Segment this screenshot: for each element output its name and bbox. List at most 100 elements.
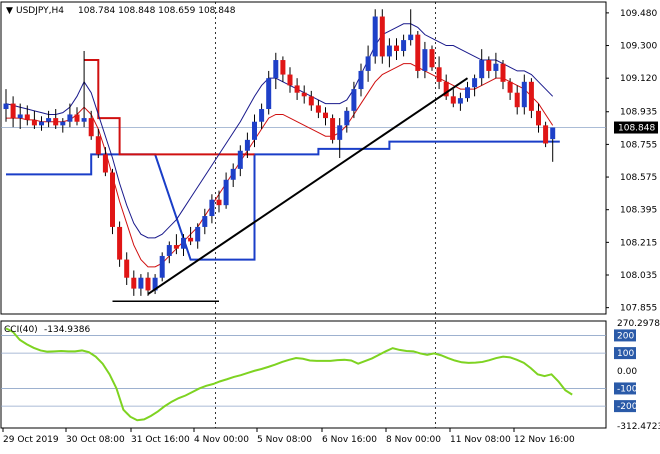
bull-candle-body <box>408 34 414 41</box>
candle <box>209 194 215 224</box>
bear-candle-body <box>95 136 101 155</box>
candle <box>514 85 520 115</box>
candle <box>550 127 556 162</box>
bear-candle-body <box>308 96 314 106</box>
bear-candle-body <box>500 63 506 82</box>
candle <box>124 252 130 285</box>
candle <box>315 99 321 119</box>
bull-candle-body <box>422 49 428 71</box>
band-overlays <box>5 23 554 268</box>
time-tick-label: 8 Nov 00:00 <box>386 435 441 445</box>
bull-candle-body <box>273 60 279 79</box>
ohlc-readout: 108.784 108.848 108.659 108.848 <box>78 6 236 16</box>
candle <box>351 81 357 119</box>
candle <box>95 128 101 158</box>
candle <box>230 163 236 188</box>
price-tick-label: 107.855 <box>620 304 657 314</box>
candle <box>330 114 336 144</box>
cci-level-label: 100 <box>614 347 636 360</box>
time-tick-label: 6 Nov 16:00 <box>322 435 377 445</box>
candle <box>379 9 385 64</box>
candle <box>39 116 44 131</box>
bear-candle-body <box>216 199 222 206</box>
bull-candle-body <box>60 121 66 126</box>
candle <box>358 63 364 97</box>
bear-candle-body <box>287 74 293 86</box>
dropdown-arrow-icon[interactable]: ▼ <box>6 6 13 16</box>
time-tick-label: 29 Oct 2019 <box>3 435 59 445</box>
candle <box>372 9 378 64</box>
bear-candle-body <box>102 154 108 173</box>
bull-candle-body <box>372 16 378 57</box>
candle <box>152 274 158 295</box>
bull-candle-body <box>493 63 499 71</box>
price-tick-label: 108.755 <box>620 140 657 150</box>
bull-candle-body <box>244 139 250 151</box>
bear-candle-body <box>280 60 286 75</box>
candle <box>252 114 257 148</box>
time-tick-label: 30 Oct 08:00 <box>66 435 125 445</box>
price-tick-label: 109.300 <box>620 42 657 52</box>
candle <box>166 241 172 264</box>
cci-tick-label: 0.00 <box>617 367 637 377</box>
bear-candle-body <box>10 103 16 119</box>
candle <box>465 81 470 102</box>
bear-candle-body <box>294 85 300 93</box>
cci-level-label: -100 <box>614 382 638 395</box>
bull-candle-body <box>159 255 165 278</box>
candle <box>280 56 286 82</box>
bear-candle-body <box>394 45 399 51</box>
candle <box>266 70 272 115</box>
bull-candle-body <box>401 40 407 51</box>
candle <box>259 103 265 129</box>
bear-candle-body <box>31 119 37 126</box>
candle <box>443 74 449 100</box>
price-tick-label: 108.395 <box>620 206 657 216</box>
candle <box>457 92 463 111</box>
bull-candle-body <box>521 81 527 108</box>
price-axis: 109.480 109.300 109.120 108.935 108.755 108.5… <box>606 9 658 314</box>
bear-candle-body <box>53 118 59 126</box>
bear-candle-body <box>117 226 123 260</box>
bear-candle-body <box>323 112 328 119</box>
resistance-step-line <box>84 59 255 156</box>
bull-candle-body <box>209 199 215 217</box>
candle <box>202 208 208 235</box>
cci-level-text: -100 <box>617 384 638 394</box>
bear-candle-body <box>450 96 456 104</box>
candle <box>117 221 123 267</box>
bear-candle-body <box>110 172 115 227</box>
candle <box>24 105 30 126</box>
candlesticks <box>3 9 556 296</box>
price-tick-label: 109.120 <box>620 74 657 84</box>
candle <box>67 103 73 128</box>
price-tick-label: 108.935 <box>620 108 657 118</box>
bear-candle-body <box>514 92 520 108</box>
candle <box>287 67 293 93</box>
cci-pane <box>1 327 606 422</box>
bull-candle-body <box>351 89 357 111</box>
candle <box>223 172 229 209</box>
time-tick-label: 5 Nov 08:00 <box>257 435 312 445</box>
bull-candle-body <box>181 237 186 249</box>
candle <box>159 252 165 282</box>
bull-candle-body <box>479 60 485 79</box>
bull-candle-body <box>550 127 556 140</box>
time-tick-label: 4 Nov 00:00 <box>194 435 249 445</box>
bear-candle-body <box>145 277 151 291</box>
candle <box>308 90 314 111</box>
bull-candle-body <box>17 114 23 119</box>
candle <box>450 89 456 108</box>
candle <box>10 96 16 128</box>
bear-candle-body <box>124 259 130 278</box>
cci-level-text: -200 <box>617 402 638 412</box>
bear-candle-body <box>24 114 30 120</box>
bear-candle-body <box>528 81 534 111</box>
uptrend-line[interactable] <box>147 77 469 295</box>
bull-candle-body <box>259 109 265 122</box>
bear-candle-body <box>379 16 385 57</box>
candle <box>173 234 179 255</box>
time-axis: 29 Oct 2019 30 Oct 08:00 31 Oct 16:00 4 Nov… <box>2 428 575 445</box>
